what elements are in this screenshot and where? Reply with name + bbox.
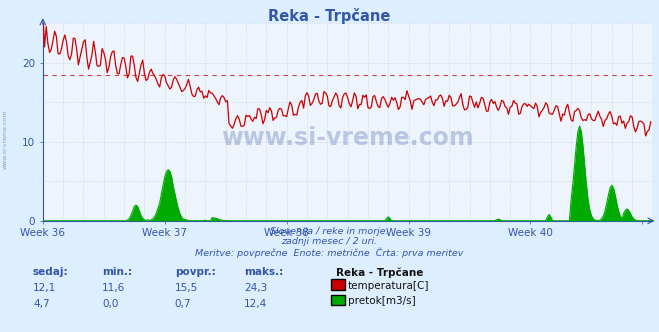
Text: 0,0: 0,0 [102,299,119,309]
Text: 4,7: 4,7 [33,299,49,309]
Text: maks.:: maks.: [244,267,283,277]
Text: Reka - Trpčane: Reka - Trpčane [336,267,424,278]
Text: 12,4: 12,4 [244,299,267,309]
Text: www.si-vreme.com: www.si-vreme.com [221,126,474,150]
Text: zadnji mesec / 2 uri.: zadnji mesec / 2 uri. [281,237,378,246]
Text: 12,1: 12,1 [33,283,56,293]
Text: Meritve: povprečne  Enote: metrične  Črta: prva meritev: Meritve: povprečne Enote: metrične Črta:… [195,247,464,258]
Text: Reka - Trpčane: Reka - Trpčane [268,8,391,24]
Text: 15,5: 15,5 [175,283,198,293]
Text: 11,6: 11,6 [102,283,125,293]
Text: min.:: min.: [102,267,132,277]
Text: sedaj:: sedaj: [33,267,69,277]
Text: 24,3: 24,3 [244,283,267,293]
Text: temperatura[C]: temperatura[C] [348,281,430,290]
Text: www.si-vreme.com: www.si-vreme.com [3,110,8,169]
Text: 0,7: 0,7 [175,299,191,309]
Text: Slovenija / reke in morje.: Slovenija / reke in morje. [270,227,389,236]
Text: povpr.:: povpr.: [175,267,215,277]
Text: pretok[m3/s]: pretok[m3/s] [348,296,416,306]
